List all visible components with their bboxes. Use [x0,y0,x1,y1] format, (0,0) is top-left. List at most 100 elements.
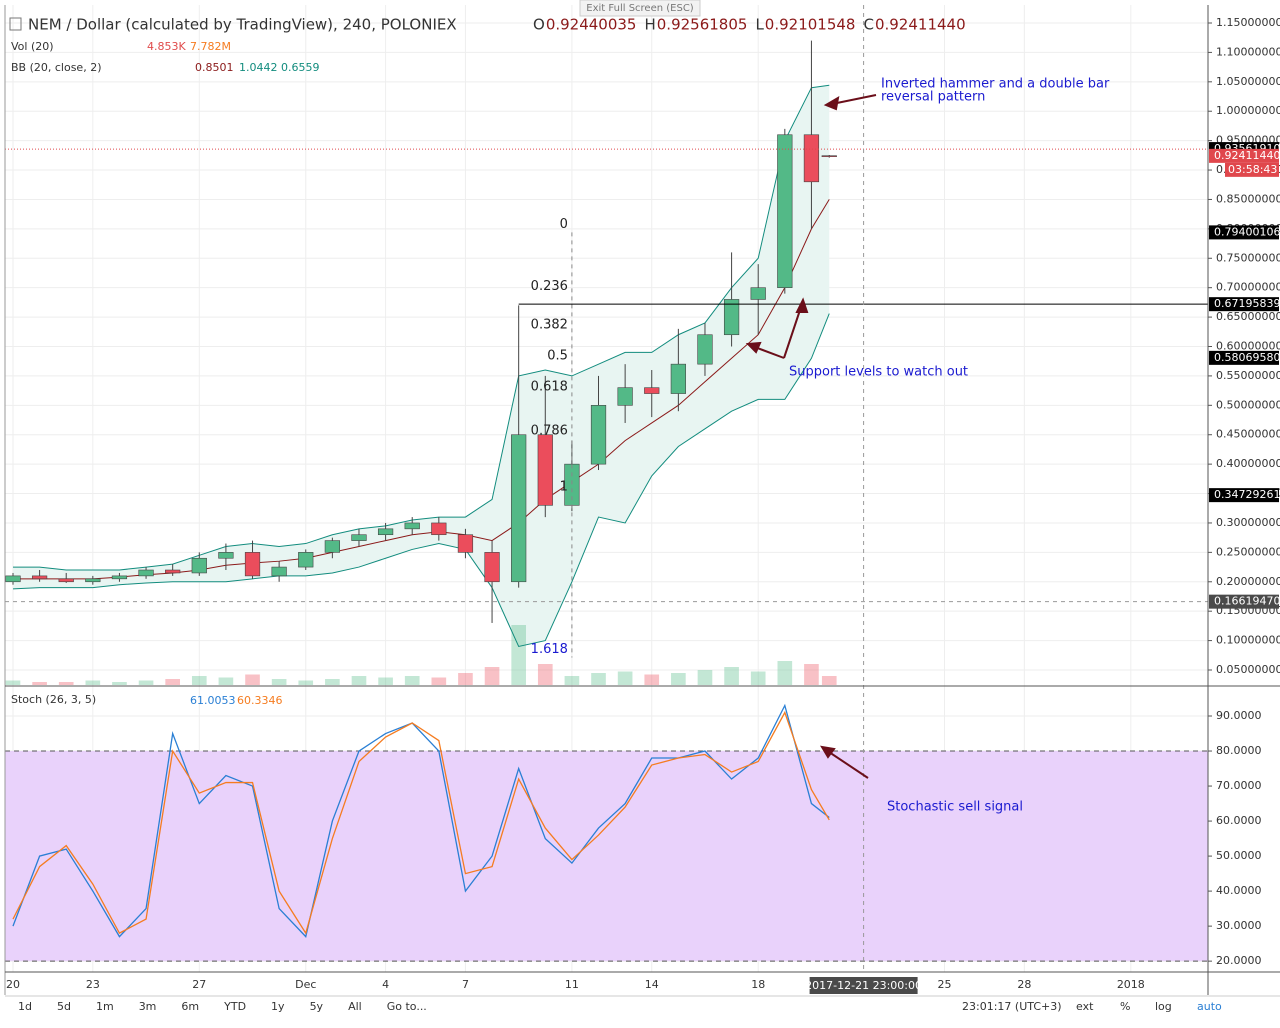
x-tick-label: 25 [938,978,952,991]
bb-legend-value: 0.8501 [195,61,234,74]
band-fill [12,85,830,647]
option-button[interactable]: % [1120,1000,1130,1013]
y-tick-label: 0.10000000 [1216,634,1280,647]
range-button[interactable]: 5y [310,1000,324,1013]
ohlc-values: O 0.92440035 H 0.92561805 L 0.92101548 C 0.9241… [533,16,966,34]
volume-bar [165,679,180,685]
range-button[interactable]: Go to... [387,1000,427,1013]
fib-label: 1 [560,480,568,495]
y-tick-label: 0.20000000 [1216,575,1280,588]
y-tick-label: 0.85000000 [1216,192,1280,205]
stoch-line [12,703,830,938]
bb-lower [12,313,830,648]
countdown: 03:58:43 [1228,163,1277,176]
fib-label: 0.786 [531,423,568,438]
candle-body [670,363,686,394]
range-button[interactable]: 3m [139,1000,157,1013]
arrow-head [820,745,836,759]
candle-body [111,575,128,580]
volume-bar [138,680,154,685]
arrow-head [823,96,840,111]
fib-label: 0 [560,217,568,232]
y-tick-label: 50.0000 [1216,849,1262,862]
candle-body [803,134,820,183]
volume-bar [777,661,793,685]
fib-label: 0.618 [531,379,568,394]
volume-bar [218,677,234,685]
volume-bar [671,673,686,685]
collapse-icon[interactable] [9,17,22,31]
volume-bar [644,674,660,685]
volume-bar [458,673,473,685]
range-button[interactable]: 1y [271,1000,285,1013]
candle-body [85,578,101,583]
volume-bar [564,676,580,685]
crosshair-y-label: 0.16619470 [1214,595,1280,608]
price-label: 0.34729261 [1214,488,1280,501]
y-tick-label: 0.25000000 [1216,545,1280,558]
exit-button-label[interactable]: Exit Full Screen (ESC) [586,3,694,14]
candle-body [31,575,48,580]
volume-legend-value: 7.782M [190,40,231,53]
price-label: 0.92411440 [1214,149,1280,162]
candle-body [431,522,447,536]
y-tick-label: 40.0000 [1216,884,1262,897]
crosshair-y-box [1209,594,1279,609]
ohlc-value: 0.92561805 [657,16,748,34]
ohlc-value: 0.92101548 [765,16,856,34]
y-tick-label: 0.05000000 [1216,663,1280,676]
option-button[interactable]: auto [1197,1000,1222,1013]
ohlc-label: C [863,16,873,34]
range-button[interactable]: 1m [96,1000,114,1013]
x-tick-label: 23 [86,978,100,991]
volume-bar [591,673,606,685]
x-tick-label: 27 [192,978,206,991]
fib-label: 0.382 [531,317,568,332]
y-tick-label: 1.05000000 [1216,75,1280,88]
axes: 20 23 27 Dec 4 7 11 14 18 25 28 2018 0.05000000 0.100… [6,16,1280,994]
volume-bar [58,682,74,685]
x-tick-label: 14 [645,978,659,991]
volume-bar [271,679,287,685]
option-button[interactable]: log [1155,1000,1172,1013]
fib-label: 0.5 [547,348,568,363]
volume-bar [821,676,837,685]
annotation: Inverted hammer and a double bar [881,77,1110,92]
volume-bar [112,682,127,685]
volume-bar [325,679,340,685]
volume-bar [404,676,420,685]
candle-body [697,334,713,365]
y-tick-label: 0.30000000 [1216,516,1280,529]
bb-upper [12,84,830,571]
volume-bar [511,625,526,685]
candle-body [377,528,394,536]
range-button[interactable]: 1d [18,1000,32,1013]
fib-label: 1.618 [531,642,568,657]
y-tick-label: 70.0000 [1216,779,1262,792]
candle-body [590,405,607,465]
y-tick-label: 0.70000000 [1216,281,1280,294]
range-button[interactable]: 6m [181,1000,199,1013]
candle-body [165,569,181,574]
x-tick-label: 11 [565,978,579,991]
exit-button[interactable] [579,0,701,17]
y-tick-label: 1.00000000 [1216,104,1280,117]
countdown-box [1225,162,1279,177]
volume-bar [245,674,260,685]
x-tick-label: 4 [382,978,389,991]
range-button[interactable]: YTD [223,1000,246,1013]
volume-bar [617,671,633,685]
ohlc-label: O [533,16,545,34]
volume-bar [537,664,553,685]
range-button[interactable]: All [348,1000,362,1013]
volume-bar [431,677,447,685]
y-tick-label: 0.60000000 [1216,339,1280,352]
volume-bar [191,676,207,685]
range-button[interactable]: 5d [57,1000,71,1013]
stoch-legend-value: 60.3346 [237,694,283,707]
annotation: Support levels to watch out [789,365,968,380]
symbol-title: NEM / Dollar (calculated by TradingView)… [28,16,457,34]
option-button[interactable]: ext [1076,1000,1094,1013]
annotation: reversal pattern [881,90,985,105]
